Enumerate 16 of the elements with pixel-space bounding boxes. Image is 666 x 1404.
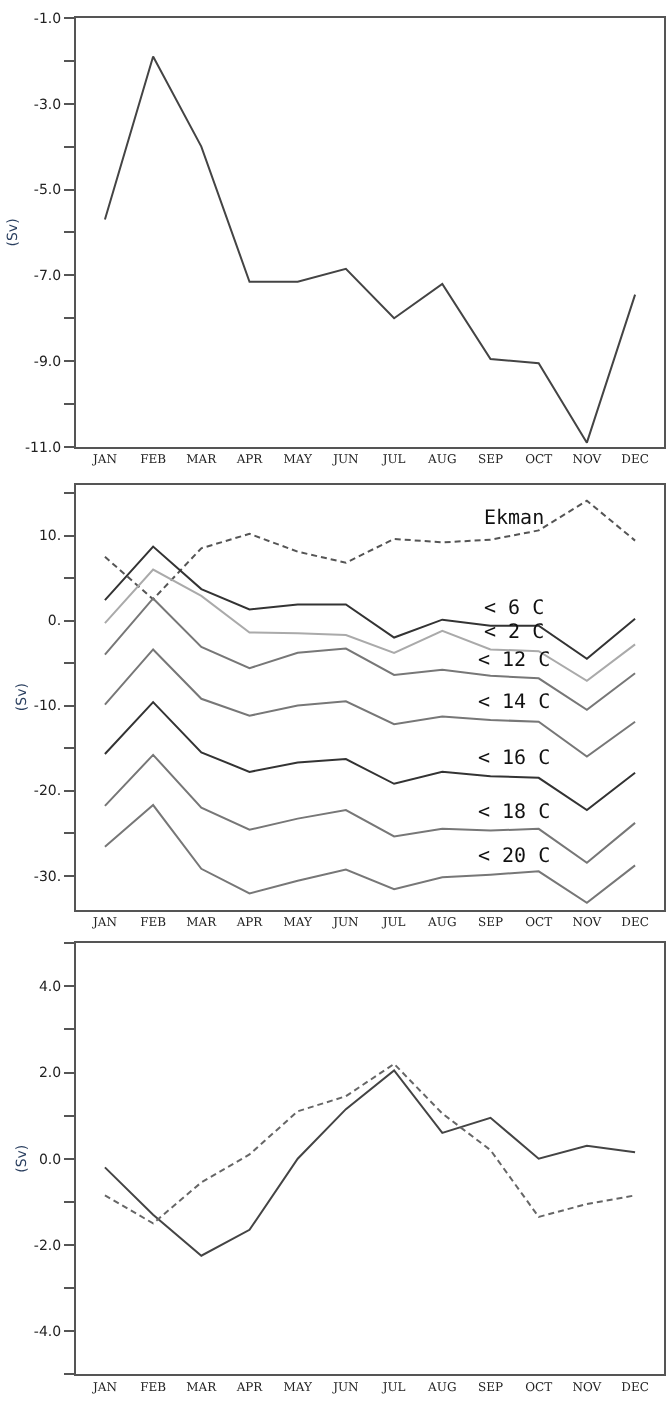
series-label: < 2 C xyxy=(484,622,545,644)
line-series xyxy=(103,55,637,444)
line-series xyxy=(103,1062,637,1225)
series-label: < 18 C xyxy=(478,802,551,824)
series-label: < 20 C xyxy=(478,846,551,868)
series-label: < 14 C xyxy=(478,692,551,714)
line-series xyxy=(103,597,637,711)
series-label: < 12 C xyxy=(478,650,551,672)
line-series xyxy=(103,753,637,864)
line-series xyxy=(103,1069,637,1257)
line-series xyxy=(103,568,637,682)
series-label: Ekman xyxy=(484,508,545,530)
line-series xyxy=(103,499,637,601)
line-series xyxy=(103,804,637,904)
series-label: < 6 C xyxy=(484,598,545,620)
series-label: < 16 C xyxy=(478,748,551,770)
